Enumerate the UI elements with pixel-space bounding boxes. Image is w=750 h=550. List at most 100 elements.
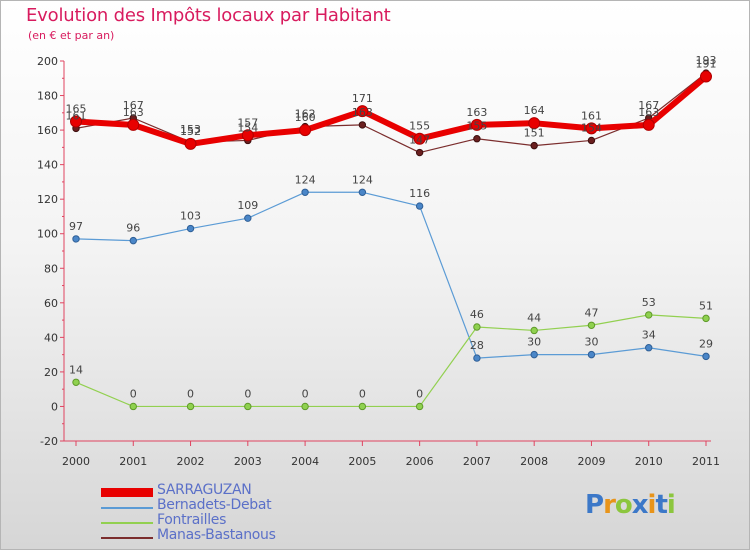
data-label-fontrailles: 0 [416,387,423,400]
y-tick-label: 40 [44,331,58,344]
data-point-sarraguzan [184,137,197,150]
logo-letter: x [631,490,649,520]
data-label-sarraguzan: 165 [66,102,87,115]
data-label-fontrailles: 0 [130,387,137,400]
data-point-manas-bastanous [358,121,367,129]
data-point-fontrailles [301,402,309,411]
data-point-sarraguzan [299,124,312,137]
logo-letter: i [647,490,657,520]
legend-label-manas-bastanous: Manas-Bastanous [157,527,276,543]
chart-subtitle: (en € et par an) [28,29,115,42]
data-point-fontrailles [358,402,367,411]
x-tick-label: 2007 [463,455,491,468]
x-tick-label: 2001 [119,455,147,468]
logo-letter: i [666,490,676,520]
x-tick-label: 2004 [291,455,319,468]
legend-label-sarraguzan: SARRAGUZAN [157,482,252,498]
data-point-fontrailles [587,321,596,329]
data-label-sarraguzan: 160 [295,111,316,124]
data-point-sarraguzan [642,118,655,131]
data-point-sarraguzan [470,118,483,131]
data-label-sarraguzan: 152 [180,125,201,138]
data-point-bernadets-debat [530,350,538,359]
x-tick-label: 2010 [635,455,663,468]
data-label-sarraguzan: 161 [581,109,602,122]
data-label-sarraguzan: 171 [352,92,373,105]
data-label-bernadets-debat: 30 [584,336,598,349]
series-line-manas-bastanous [75,72,707,154]
data-point-bernadets-debat [645,344,653,352]
data-point-fontrailles [244,402,252,411]
data-label-bernadets-debat: 28 [470,339,484,352]
y-tick-label: 140 [37,159,58,172]
data-label-manas-bastanous: 162 [295,108,316,121]
data-label-sarraguzan: 155 [409,120,430,133]
y-tick-label: 0 [51,400,58,413]
data-label-fontrailles: 0 [359,387,366,400]
x-tick-label: 2005 [348,455,376,468]
data-label-sarraguzan: 157 [237,116,258,129]
x-tick-label: 2002 [177,455,205,468]
data-point-bernadets-debat [358,188,367,196]
y-tick-label: 60 [44,297,58,310]
y-tick-label: -20 [40,435,58,448]
logo-letter: r [603,490,616,520]
logo-letter: P [585,490,604,520]
data-label-manas-bastanous: 155 [466,120,487,133]
x-tick-label: 2003 [234,455,262,468]
data-label-sarraguzan: 164 [524,104,545,117]
legend-label-fontrailles: Fontrailles [157,512,227,528]
data-label-sarraguzan: 163 [123,106,144,119]
data-point-sarraguzan [585,122,598,135]
data-label-manas-bastanous: 167 [638,99,659,112]
data-point-fontrailles [186,402,195,411]
data-label-bernadets-debat: 97 [69,220,83,233]
data-point-bernadets-debat [186,224,195,233]
data-label-manas-bastanous: 151 [524,127,545,140]
data-point-sarraguzan [700,70,712,83]
legend-swatch-bernadets-debat [101,507,153,509]
series-line-bernadets-debat [75,191,707,359]
data-point-sarraguzan [528,117,541,130]
data-point-bernadets-debat [301,188,309,196]
data-label-sarraguzan: 163 [638,106,659,119]
logo-letter: t [655,490,667,520]
data-label-fontrailles: 0 [187,387,194,400]
data-label-sarraguzan: 191 [696,58,717,71]
data-label-bernadets-debat: 109 [237,199,258,212]
legend-swatch-manas-bastanous [101,537,153,539]
chart-title: Evolution des Impôts locaux par Habitant [26,5,391,26]
data-point-fontrailles [530,326,538,335]
data-point-bernadets-debat [587,350,596,359]
data-label-fontrailles: 0 [244,387,251,400]
data-label-fontrailles: 44 [527,311,541,324]
data-label-fontrailles: 47 [584,306,598,319]
data-label-bernadets-debat: 34 [642,329,656,342]
x-tick-label: 2009 [577,455,605,468]
series-line-sarraguzan [75,74,708,147]
data-label-manas-bastanous: 193 [696,54,717,67]
y-tick-label: 100 [37,228,58,241]
data-label-manas-bastanous: 154 [581,121,602,134]
data-label-manas-bastanous: 153 [180,123,201,136]
data-label-fontrailles: 0 [302,387,309,400]
data-point-manas-bastanous [530,141,538,150]
data-point-bernadets-debat [702,352,710,361]
data-point-fontrailles [129,402,137,411]
data-point-sarraguzan [127,118,140,131]
data-point-manas-bastanous [587,136,596,145]
data-point-bernadets-debat [129,236,137,245]
legend-swatch-fontrailles [101,522,153,524]
data-point-sarraguzan [70,115,82,128]
data-point-fontrailles [473,323,481,331]
data-label-manas-bastanous: 154 [237,121,258,134]
data-point-manas-bastanous [473,135,481,143]
x-tick-label: 2011 [692,455,720,468]
y-tick-label: 160 [37,124,58,137]
data-label-fontrailles: 51 [699,299,713,312]
data-point-fontrailles [645,311,653,319]
data-point-fontrailles [72,378,80,386]
x-tick-label: 2000 [62,455,90,468]
